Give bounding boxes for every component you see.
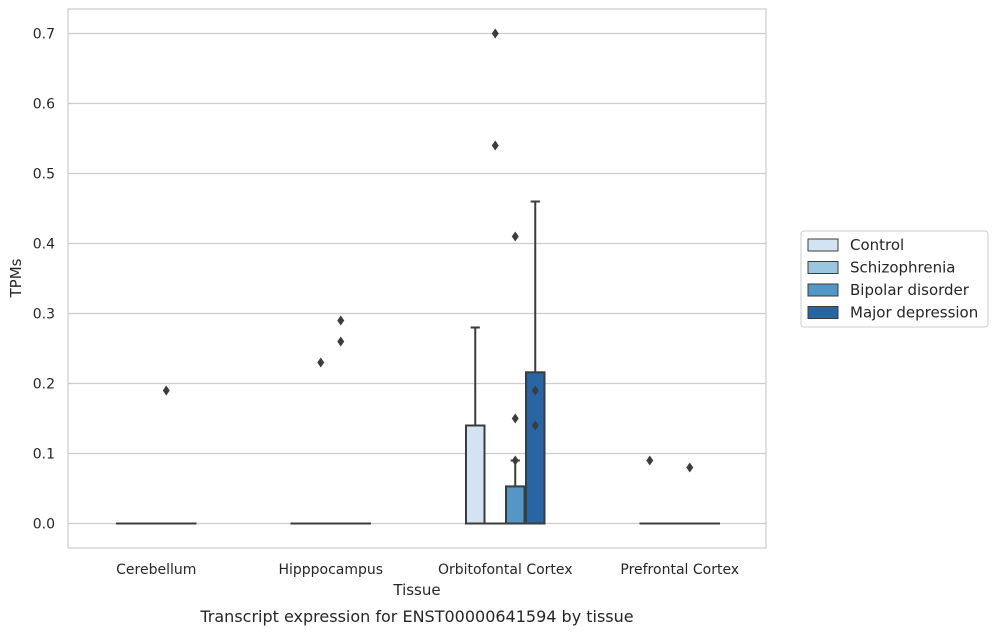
y-tick-label: 0.1: [33, 447, 55, 463]
outlier-point: [337, 336, 345, 347]
x-tick-labels: Cerebellum Hipppocampus Orbitofontal Corte…: [116, 562, 739, 578]
x-tick-label: Hipppocampus: [278, 562, 383, 578]
legend-swatch: [807, 306, 839, 319]
y-axis-title: TPMs: [7, 258, 25, 298]
box-2-0: [465, 326, 486, 525]
outlier-point: [511, 455, 519, 466]
y-tick-label: 0.2: [33, 377, 55, 393]
legend-swatch: [807, 238, 839, 252]
y-tick-label: 0.7: [33, 27, 55, 43]
grid-lines: [68, 32, 766, 525]
legend-label: Control: [850, 236, 904, 254]
legend-swatch: [807, 283, 839, 297]
outlier-point: [491, 140, 499, 151]
outlier-layer: [162, 28, 694, 473]
outlier-point: [317, 357, 325, 368]
y-tick-label: 0.6: [33, 97, 55, 113]
outlier-point: [686, 462, 694, 473]
y-tick-labels: 0.0 0.1 0.2 0.3 0.4 0.5 0.6 0.7: [33, 27, 55, 533]
box-body: [505, 485, 526, 525]
outlier-point: [531, 385, 539, 396]
y-tick-label: 0.3: [33, 307, 55, 323]
chart-caption: Transcript expression for ENST0000064159…: [199, 607, 633, 626]
legend-frame: [800, 230, 989, 328]
legend-label: Bipolar disorder: [850, 281, 970, 299]
legend-swatch: [807, 261, 839, 274]
x-tick-label: Orbitofontal Cortex: [438, 562, 573, 578]
outlier-point: [511, 413, 519, 424]
outlier-point: [491, 28, 499, 39]
legend-items: Control Schizophrenia Bipolar disorder Majo…: [807, 236, 978, 322]
outlier-point: [511, 231, 519, 242]
box-body: [465, 424, 486, 525]
legend-label: Schizophrenia: [850, 259, 955, 277]
x-tick-label: Cerebellum: [116, 562, 196, 578]
outlier-point: [337, 315, 345, 326]
y-tick-label: 0.0: [33, 517, 55, 533]
legend-label: Major depression: [850, 304, 978, 322]
outlier-point: [162, 385, 170, 396]
legend: Control Schizophrenia Bipolar disorder Majo…: [800, 230, 989, 328]
x-axis-title: Tissue: [392, 581, 440, 599]
box-2-2: [505, 459, 526, 525]
outlier-point: [646, 455, 654, 466]
x-tick-label: Prefrontal Cortex: [620, 562, 739, 578]
box-2-3: [525, 200, 546, 525]
y-tick-label: 0.4: [33, 237, 55, 253]
plot-area-frame: [67, 8, 767, 549]
box-layer: [116, 200, 720, 525]
outlier-point: [531, 420, 539, 431]
y-tick-label: 0.5: [33, 167, 55, 183]
